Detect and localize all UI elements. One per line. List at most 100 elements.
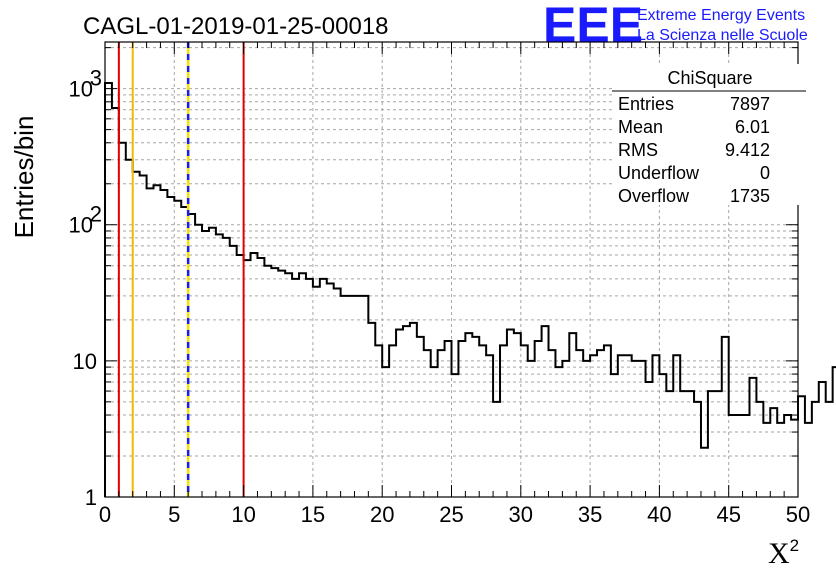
x-tick-label: 40 — [647, 502, 671, 527]
x-tick-label: 10 — [231, 502, 255, 527]
histogram-bin — [257, 258, 264, 497]
histogram-bin — [618, 355, 625, 497]
histogram-bin — [403, 326, 410, 497]
x-tick-label: 0 — [99, 502, 111, 527]
histogram-bin — [105, 83, 112, 497]
histogram-bin — [680, 391, 687, 497]
axis-ticks — [104, 42, 799, 498]
x-tick-labels: 0 5 10 15 20 25 30 35 40 45 50 — [99, 502, 810, 527]
stats-title: ChiSquare — [667, 68, 752, 88]
y-tick-label: 1 — [85, 485, 97, 510]
histogram-bin — [819, 382, 826, 497]
histogram-bin — [216, 234, 223, 497]
histogram-bin — [154, 185, 161, 497]
histogram-bin — [438, 350, 445, 497]
stats-label-overflow: Overflow — [618, 186, 690, 206]
eee-logo: EEE Extreme Energy Events La Scienza nel… — [543, 0, 808, 53]
histogram-bin — [424, 350, 431, 497]
histogram-outline — [104, 81, 836, 497]
histogram-bin — [140, 176, 147, 497]
stats-value-underflow: 0 — [760, 163, 770, 183]
histogram-bin — [348, 296, 355, 497]
histogram-bin — [604, 345, 611, 497]
x-tick-label: 35 — [578, 502, 602, 527]
histogram-bin — [341, 296, 348, 497]
histogram-bin — [535, 341, 542, 497]
histogram-bin — [167, 197, 174, 497]
histogram-bin — [625, 355, 632, 497]
stats-label-rms: RMS — [618, 140, 658, 160]
histogram-bin — [666, 391, 673, 497]
histogram-bin — [791, 420, 798, 497]
histogram-bin — [292, 279, 299, 497]
histogram-bin — [646, 382, 653, 497]
histogram-bin — [160, 190, 167, 497]
histogram-bin — [389, 345, 396, 497]
histogram-bin — [500, 345, 507, 497]
histogram-bin — [562, 361, 569, 497]
histogram-bin — [763, 423, 770, 497]
x-axis-title-base: X — [768, 537, 790, 570]
y-tick-label: 10 — [73, 349, 97, 374]
histogram-bin — [805, 423, 812, 497]
y-tick-label: 10 — [69, 213, 93, 238]
histogram-bin — [354, 296, 361, 497]
y-tick-label: 10 — [69, 77, 93, 102]
histogram-bin — [798, 396, 805, 497]
histogram-bin — [652, 355, 659, 497]
x-tick-label: 45 — [716, 502, 740, 527]
histogram-bin — [687, 391, 694, 497]
histogram-bin — [202, 231, 209, 497]
histogram-bin — [597, 350, 604, 497]
y-tick-label-exponent: 3 — [90, 66, 102, 91]
histogram-bin — [583, 361, 590, 497]
histogram-bin — [659, 374, 666, 497]
histogram-bin — [521, 345, 528, 497]
histogram-bin — [673, 355, 680, 497]
histogram-bin — [361, 296, 368, 497]
histogram-bin — [611, 374, 618, 497]
histogram-bin — [756, 402, 763, 497]
histogram-bin — [285, 273, 292, 497]
histogram-bin — [701, 448, 708, 497]
stats-value-entries: 7897 — [730, 94, 770, 114]
histogram-bin — [126, 160, 133, 497]
stats-label-mean: Mean — [618, 117, 663, 137]
cut-lines — [117, 42, 245, 497]
x-axis-title: X2 — [768, 536, 799, 570]
histogram-bin — [264, 266, 271, 497]
histogram-bin — [549, 350, 556, 497]
chart-title: CAGL-01-2019-01-25-00018 — [83, 13, 389, 40]
stats-label-entries: Entries — [618, 94, 674, 114]
histogram-bin — [133, 172, 140, 497]
histogram-bin — [507, 330, 514, 497]
logo-mark: EEE — [543, 0, 643, 53]
stats-box-frame — [612, 64, 806, 205]
histogram-bin — [313, 287, 320, 497]
histogram-bin — [320, 279, 327, 497]
histogram-bin — [410, 323, 417, 497]
histogram-bin — [632, 361, 639, 497]
stats-value-mean: 6.01 — [735, 117, 770, 137]
histogram-bin — [715, 391, 722, 497]
stats-label-underflow: Underflow — [618, 163, 700, 183]
stats-box: ChiSquare Entries 7897 Mean 6.01 RMS 9.4… — [612, 64, 806, 206]
histogram-bin — [749, 378, 756, 497]
x-axis-title-superscript: 2 — [790, 536, 799, 555]
histogram-bin — [590, 355, 597, 497]
histogram-bin — [479, 345, 486, 497]
logo-line-1: Extreme Energy Events — [637, 7, 805, 24]
histogram-bin — [528, 361, 535, 497]
x-tick-label: 30 — [509, 502, 533, 527]
histogram-bin — [230, 246, 237, 497]
histogram-bin — [639, 361, 646, 497]
histogram-bin — [271, 268, 278, 497]
histogram-bin — [396, 330, 403, 497]
histogram-bin — [147, 188, 154, 497]
histogram-bin — [251, 253, 258, 497]
stats-value-rms: 9.412 — [725, 140, 770, 160]
histogram-bin — [299, 273, 306, 497]
histogram-bin — [694, 402, 701, 497]
